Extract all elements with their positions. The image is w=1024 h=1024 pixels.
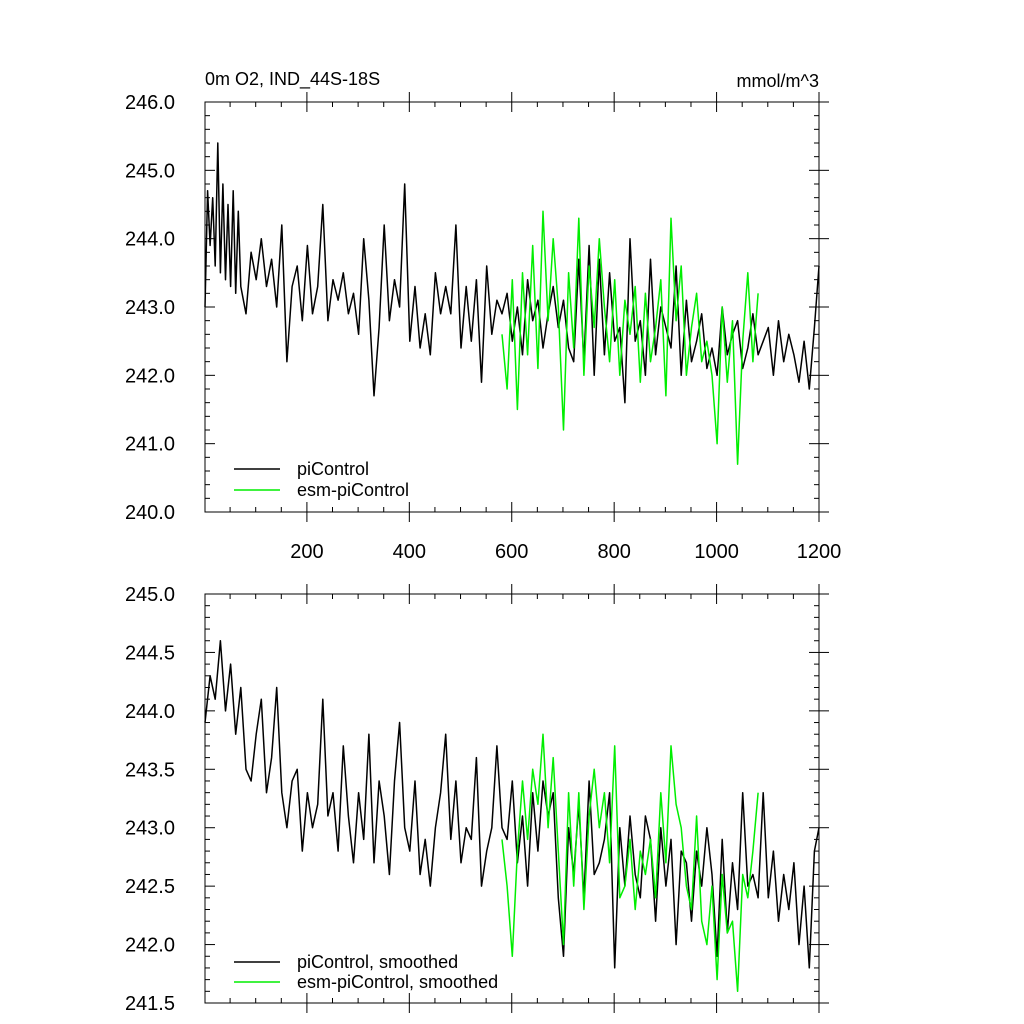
bottom-series-lines [204, 639, 820, 993]
bottom-tick-marks [205, 584, 829, 1013]
legend-label-esm-picontrol-smoothed: esm-piControl, smoothed [297, 972, 498, 992]
x-tick-label: 1000 [694, 541, 739, 563]
y-tick-label: 242.5 [125, 876, 175, 898]
y-tick-label: 244.0 [125, 701, 175, 723]
top-series-picontrol [204, 142, 820, 404]
y-tick-label: 244.0 [125, 229, 175, 251]
y-tick-label: 243.0 [125, 297, 175, 319]
bottom-legend: piControl, smoothed esm-piControl, smoot… [234, 952, 498, 992]
y-tick-label: 245.0 [125, 160, 175, 182]
bottom-y-tick-labels: 241.5 242.0 242.5 243.0 243.5 244.0 244.5 245.0 [125, 584, 175, 1015]
top-plot-frame [204, 101, 820, 513]
top-series-lines [204, 142, 820, 465]
x-tick-label: 200 [290, 541, 323, 563]
y-tick-label: 241.5 [125, 993, 175, 1015]
y-tick-label: 242.0 [125, 365, 175, 387]
y-tick-label: 243.5 [125, 759, 175, 781]
units-label: mmol/m^3 [737, 71, 819, 91]
bottom-panel: 241.5 242.0 242.5 243.0 243.5 244.0 244.5 245.0… [125, 584, 829, 1015]
top-legend: piControl esm-piControl [234, 459, 409, 500]
y-tick-label: 244.5 [125, 642, 175, 664]
y-tick-label: 240.0 [125, 502, 175, 524]
top-x-tick-labels: 200 400 600 800 1000 1200 [290, 541, 841, 563]
y-tick-label: 245.0 [125, 584, 175, 606]
legend-label-esm-picontrol: esm-piControl [297, 480, 409, 500]
top-series-esm-picontrol [501, 210, 759, 465]
top-panel: 200 400 600 800 1000 1200 240.0 241.0 242.0 243.… [125, 69, 841, 563]
top-tick-marks [205, 92, 829, 522]
y-tick-label: 241.0 [125, 434, 175, 456]
bottom-plot-frame [204, 593, 820, 1004]
x-tick-label: 1200 [797, 541, 842, 563]
chart-title: 0m O2, IND_44S-18S [205, 69, 380, 90]
bottom-series-picontrol-smoothed [204, 639, 820, 969]
x-tick-label: 800 [597, 541, 630, 563]
top-y-tick-labels: 240.0 241.0 242.0 243.0 244.0 245.0 246.0 [125, 92, 175, 524]
y-tick-label: 243.0 [125, 818, 175, 840]
y-tick-label: 242.0 [125, 935, 175, 957]
x-tick-label: 400 [393, 541, 426, 563]
x-tick-label: 600 [495, 541, 528, 563]
legend-label-picontrol-smoothed: piControl, smoothed [297, 952, 458, 972]
bottom-series-esm-picontrol-smoothed [501, 733, 759, 993]
y-tick-label: 246.0 [125, 92, 175, 114]
legend-label-picontrol: piControl [297, 459, 369, 479]
